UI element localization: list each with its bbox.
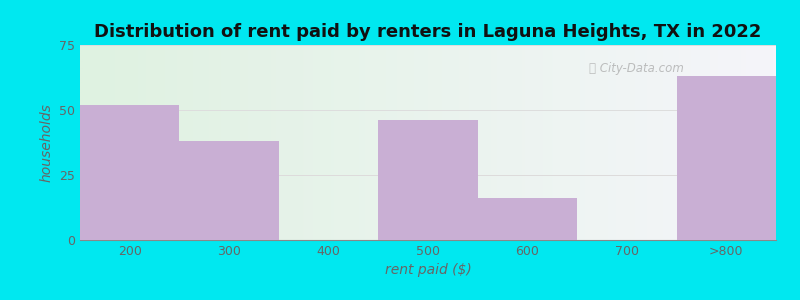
Bar bbox=[80, 105, 179, 240]
Bar bbox=[378, 120, 478, 240]
Y-axis label: households: households bbox=[39, 103, 54, 182]
X-axis label: rent paid ($): rent paid ($) bbox=[385, 263, 471, 278]
Text: ⓘ City-Data.com: ⓘ City-Data.com bbox=[590, 62, 684, 75]
Bar bbox=[179, 141, 279, 240]
Bar bbox=[677, 76, 776, 240]
Bar bbox=[478, 198, 577, 240]
Title: Distribution of rent paid by renters in Laguna Heights, TX in 2022: Distribution of rent paid by renters in … bbox=[94, 23, 762, 41]
